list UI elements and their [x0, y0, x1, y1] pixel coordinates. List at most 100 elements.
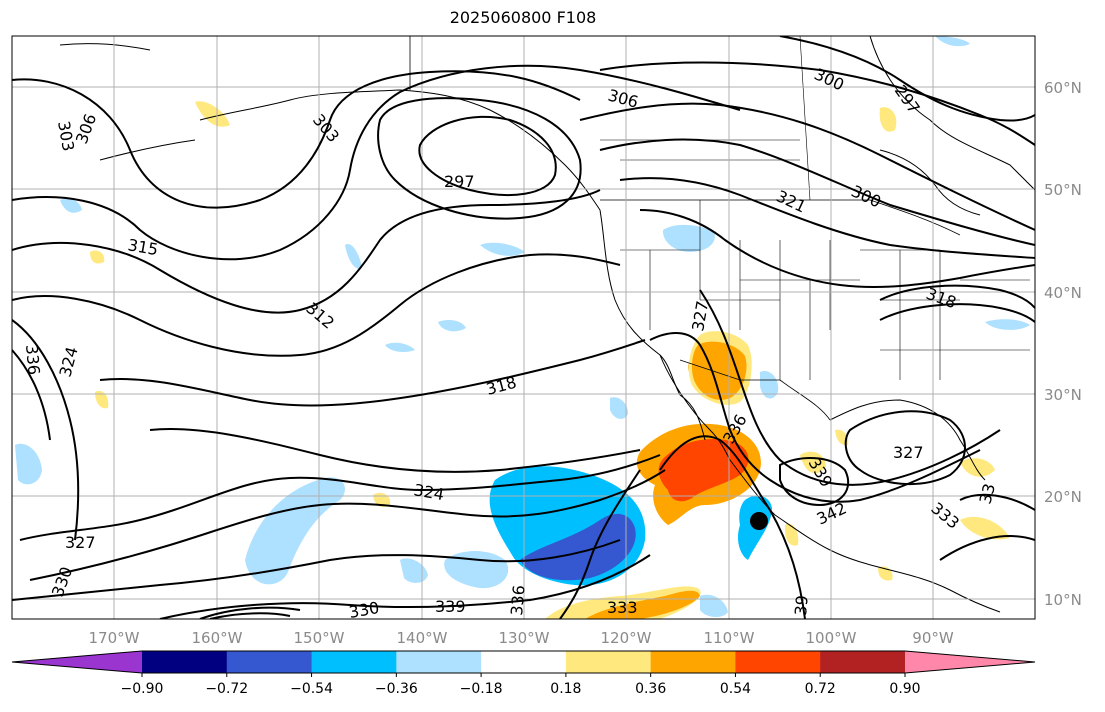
- shade-positive-small-9: [95, 390, 109, 409]
- contour-line: [199, 606, 301, 619]
- colorbar-extend-high: [905, 651, 1035, 673]
- contour-line: [12, 189, 601, 314]
- shade-negative-small-5: [610, 397, 628, 419]
- shade-negative-small-3: [15, 443, 42, 485]
- gridlines: [12, 36, 1035, 619]
- height-contours: [12, 36, 1035, 619]
- colorbar-tick-label: −0.18: [460, 681, 503, 697]
- lon-label: 160°W: [192, 629, 243, 647]
- shade-negative-small-13: [700, 594, 728, 618]
- colorbar-tick-label: −0.36: [375, 681, 418, 697]
- colorbar-bin: [735, 651, 821, 673]
- lat-label: 20°N: [1044, 488, 1082, 506]
- coastline-mexico: [729, 459, 891, 571]
- contour-line: [149, 428, 641, 473]
- lon-label: 120°W: [601, 629, 652, 647]
- contour-line: [99, 339, 646, 407]
- shade-positive-small-1: [195, 101, 230, 127]
- position-marker: [750, 512, 768, 530]
- colorbar-tick-label: 0.36: [635, 681, 666, 697]
- contour-line: [12, 319, 80, 541]
- lon-label: 150°W: [294, 629, 345, 647]
- map-title: 2025060800 F108: [449, 8, 597, 27]
- colorbar-bin: [396, 651, 482, 673]
- lat-label: 40°N: [1044, 284, 1082, 302]
- lat-label: 30°N: [1044, 386, 1082, 404]
- contour-line: [559, 469, 641, 619]
- contour-line: [12, 539, 621, 601]
- colorbar-extend-low: [12, 651, 142, 673]
- shade-positive-small-2: [879, 107, 897, 132]
- map-frame: [11, 35, 1036, 620]
- coastlines: [59, 36, 1035, 613]
- contour-label: 330: [347, 598, 380, 622]
- shade-negative-core: [520, 513, 636, 581]
- contour-line: [12, 64, 741, 261]
- shade-negative-small-4: [400, 558, 428, 583]
- lon-label: 140°W: [397, 629, 448, 647]
- lon-label: 130°W: [499, 629, 550, 647]
- colorbar-tick-label: 0.90: [889, 681, 920, 697]
- contour-label: 336: [507, 584, 529, 616]
- shade-positive-small-4: [960, 458, 995, 477]
- contour-line: [159, 554, 651, 619]
- shade-negative-small-7: [345, 244, 362, 269]
- contour-line: [649, 332, 981, 503]
- shade-positive-south-2: [585, 590, 700, 619]
- contour-line: [619, 177, 1035, 259]
- coastline-hudson: [879, 149, 981, 216]
- shade-positive-small-6: [800, 451, 826, 474]
- longitude-labels: 170°W 160°W 150°W 140°W 130°W 120°W 110°…: [89, 629, 954, 647]
- colorbar-tick-label: 0.54: [720, 681, 751, 697]
- colorbar-bin: [142, 651, 228, 673]
- border-us-mexico: [679, 359, 831, 421]
- coastline-gulf: [829, 399, 986, 481]
- contour-line: [779, 36, 1035, 122]
- colorbar-bin: [820, 651, 906, 673]
- lat-label: 10°N: [1044, 591, 1082, 609]
- contour-label: 33: [976, 481, 1000, 506]
- contour-line: [377, 97, 582, 220]
- border-us-canada: [600, 199, 961, 236]
- contour-line: [599, 61, 1035, 146]
- contour-line: [639, 209, 1035, 288]
- shade-positive-strong: [658, 439, 749, 502]
- colorbar-bin: [311, 651, 397, 673]
- lon-label: 110°W: [704, 629, 755, 647]
- contour-label: 327: [893, 443, 924, 462]
- contour-line: [659, 435, 806, 619]
- contour-line: [844, 410, 966, 486]
- contour-line: [779, 457, 850, 507]
- colorbar-bin: [650, 651, 736, 673]
- shade-positive-small-3: [90, 250, 105, 264]
- colorbar-tick-label: 0.18: [550, 681, 581, 697]
- shade-negative-small-12: [935, 36, 970, 47]
- colorbar-tick-label: −0.54: [290, 681, 333, 697]
- coastline-east-canada: [869, 36, 1035, 191]
- colorbar-tick-label: −0.72: [205, 681, 248, 697]
- shade-negative-small-6: [480, 242, 525, 256]
- contour-line: [579, 102, 1035, 231]
- colorbar-tick-label: −0.90: [121, 681, 164, 697]
- shade-positive-small-5: [960, 516, 1010, 540]
- states-west: [620, 200, 860, 380]
- contour-label: 336: [22, 344, 44, 376]
- contour-label: 39: [791, 594, 812, 616]
- coastline-west-us: [599, 209, 681, 396]
- coastline-alaska: [199, 89, 601, 211]
- latitude-labels: 60°N 50°N 40°N 30°N 20°N 10°N: [1044, 79, 1082, 609]
- shade-negative-small-10: [438, 320, 466, 332]
- contour-label: 297: [444, 172, 475, 191]
- contour-line: [29, 469, 666, 581]
- contour-line: [12, 253, 621, 357]
- contour-line: [939, 493, 1035, 561]
- lon-label: 170°W: [89, 629, 140, 647]
- colorbar-bin: [226, 651, 313, 673]
- coastline-baja: [659, 354, 731, 461]
- colorbar-tick-label: 0.72: [805, 681, 836, 697]
- coastline-alaska-islands: [59, 43, 196, 161]
- contour-label: 339: [435, 597, 466, 616]
- shade-negative-small-2: [662, 224, 715, 252]
- contour-line: [418, 115, 557, 196]
